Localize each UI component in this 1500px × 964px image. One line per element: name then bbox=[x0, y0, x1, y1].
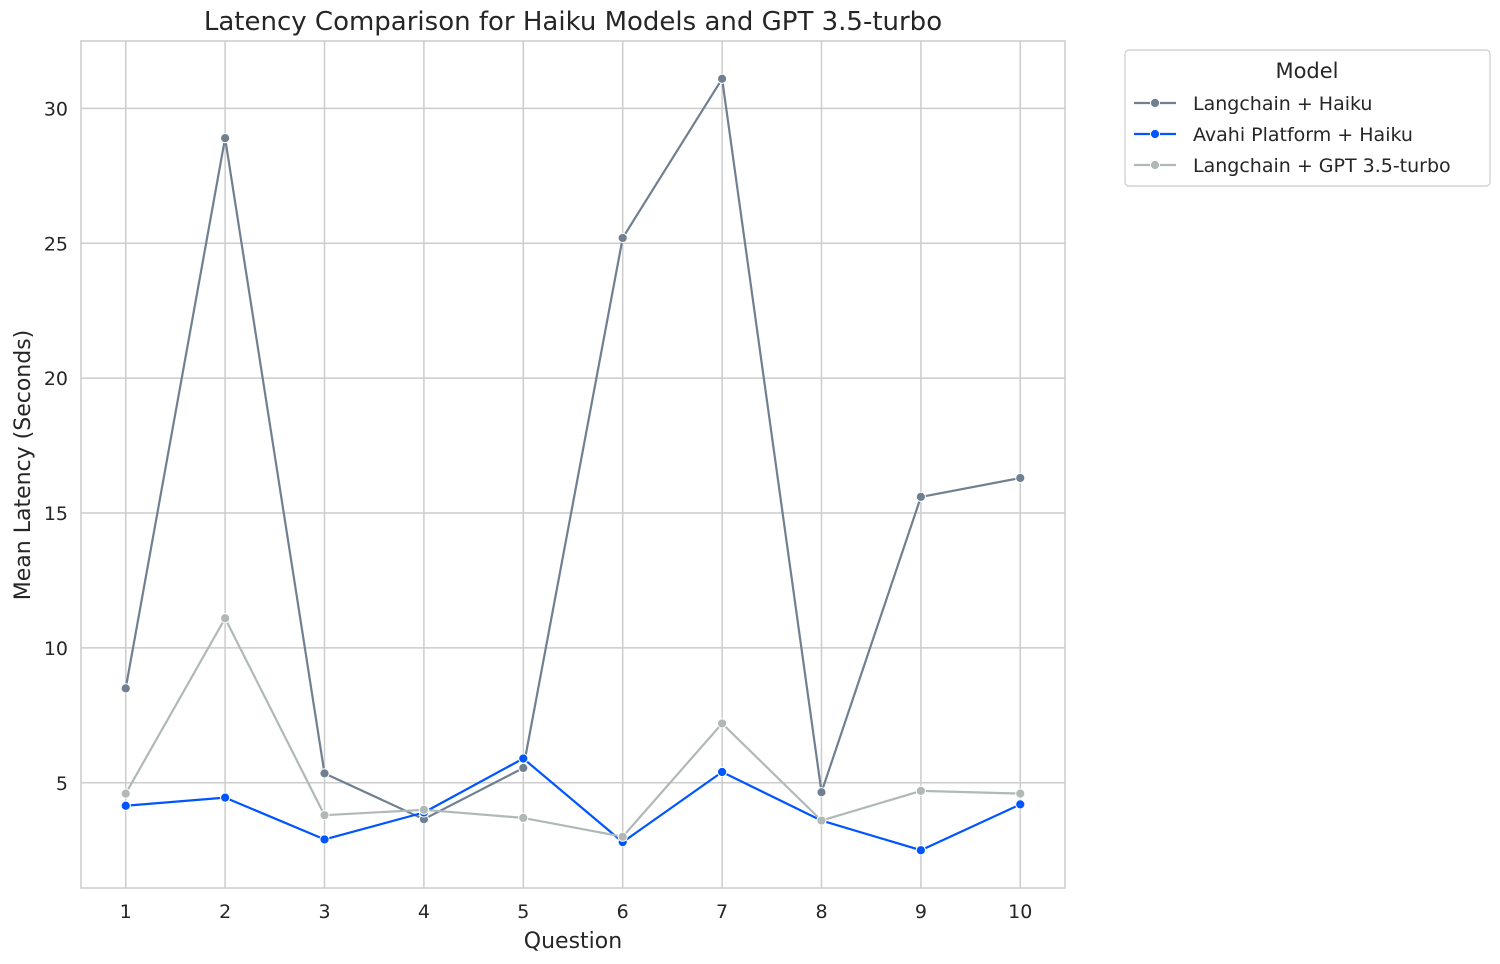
x-tick-label: 9 bbox=[915, 901, 927, 923]
legend-item: Langchain + Haiku bbox=[1134, 93, 1372, 115]
data-point bbox=[915, 491, 926, 502]
data-point bbox=[319, 768, 330, 779]
data-point bbox=[1015, 788, 1026, 799]
y-axis-label: Mean Latency (Seconds) bbox=[11, 330, 36, 600]
data-point bbox=[319, 834, 330, 845]
data-point bbox=[120, 788, 131, 799]
legend-box bbox=[1124, 49, 1491, 187]
legend-marker bbox=[1149, 159, 1161, 171]
legend: Model Langchain + Haiku Avahi Platform + … bbox=[1124, 49, 1491, 187]
chart-title: Latency Comparison for Haiku Models and … bbox=[204, 7, 942, 37]
data-point bbox=[716, 718, 728, 729]
series-line bbox=[124, 617, 1021, 838]
x-tick-label: 6 bbox=[617, 901, 629, 923]
x-tick-label: 1 bbox=[120, 901, 132, 923]
y-tick-label: 20 bbox=[44, 368, 68, 390]
y-tick-label: 5 bbox=[56, 773, 68, 795]
grid-lines bbox=[81, 41, 1065, 888]
y-tick-label: 25 bbox=[44, 233, 68, 255]
series-line bbox=[125, 757, 1021, 852]
data-point bbox=[915, 845, 926, 856]
series-3 bbox=[120, 613, 1026, 842]
series-lines bbox=[120, 73, 1026, 856]
data-point bbox=[220, 792, 231, 803]
data-point bbox=[816, 815, 827, 826]
series-1 bbox=[120, 73, 1026, 825]
x-axis-label: Question bbox=[524, 929, 622, 954]
data-point bbox=[120, 800, 131, 811]
data-point bbox=[816, 787, 827, 798]
legend-title: Model bbox=[1275, 59, 1338, 83]
data-point bbox=[518, 812, 529, 823]
data-point bbox=[120, 683, 131, 694]
data-point bbox=[617, 232, 628, 244]
x-tick-label: 10 bbox=[1008, 901, 1032, 923]
tick-labels: 1 2 3 4 5 6 7 8 9 10 5 10 15 20 25 30 bbox=[44, 98, 1033, 923]
legend-label: Langchain + GPT 3.5-turbo bbox=[1193, 155, 1451, 177]
data-point bbox=[418, 804, 430, 815]
x-tick-label: 5 bbox=[517, 901, 529, 923]
x-tick-label: 4 bbox=[418, 901, 430, 923]
y-tick-label: 30 bbox=[44, 98, 68, 120]
plot-frame bbox=[80, 40, 1066, 889]
x-tick-label: 3 bbox=[318, 901, 330, 923]
y-tick-label: 10 bbox=[44, 638, 68, 660]
data-point bbox=[915, 785, 926, 796]
x-tick-label: 8 bbox=[815, 901, 827, 923]
data-point bbox=[319, 810, 330, 821]
legend-items: Langchain + Haiku Avahi Platform + Haiku L… bbox=[1134, 93, 1451, 177]
legend-marker bbox=[1149, 97, 1161, 109]
data-point bbox=[617, 831, 628, 842]
series-2 bbox=[120, 753, 1026, 856]
data-point bbox=[1015, 799, 1026, 810]
data-point bbox=[220, 613, 231, 624]
x-tick-label: 2 bbox=[219, 901, 231, 923]
data-point bbox=[716, 766, 728, 778]
y-tick-label: 15 bbox=[44, 503, 68, 525]
data-point bbox=[518, 762, 529, 774]
legend-label: Avahi Platform + Haiku bbox=[1193, 124, 1413, 146]
legend-marker bbox=[1149, 128, 1161, 140]
legend-item: Langchain + GPT 3.5-turbo bbox=[1134, 155, 1451, 177]
x-tick-label: 7 bbox=[716, 901, 728, 923]
legend-item: Avahi Platform + Haiku bbox=[1134, 124, 1413, 146]
legend-label: Langchain + Haiku bbox=[1193, 93, 1372, 115]
data-point bbox=[716, 73, 728, 84]
data-point bbox=[220, 133, 231, 144]
data-point bbox=[518, 753, 529, 764]
data-point bbox=[1015, 472, 1026, 484]
series-line bbox=[124, 77, 1021, 821]
